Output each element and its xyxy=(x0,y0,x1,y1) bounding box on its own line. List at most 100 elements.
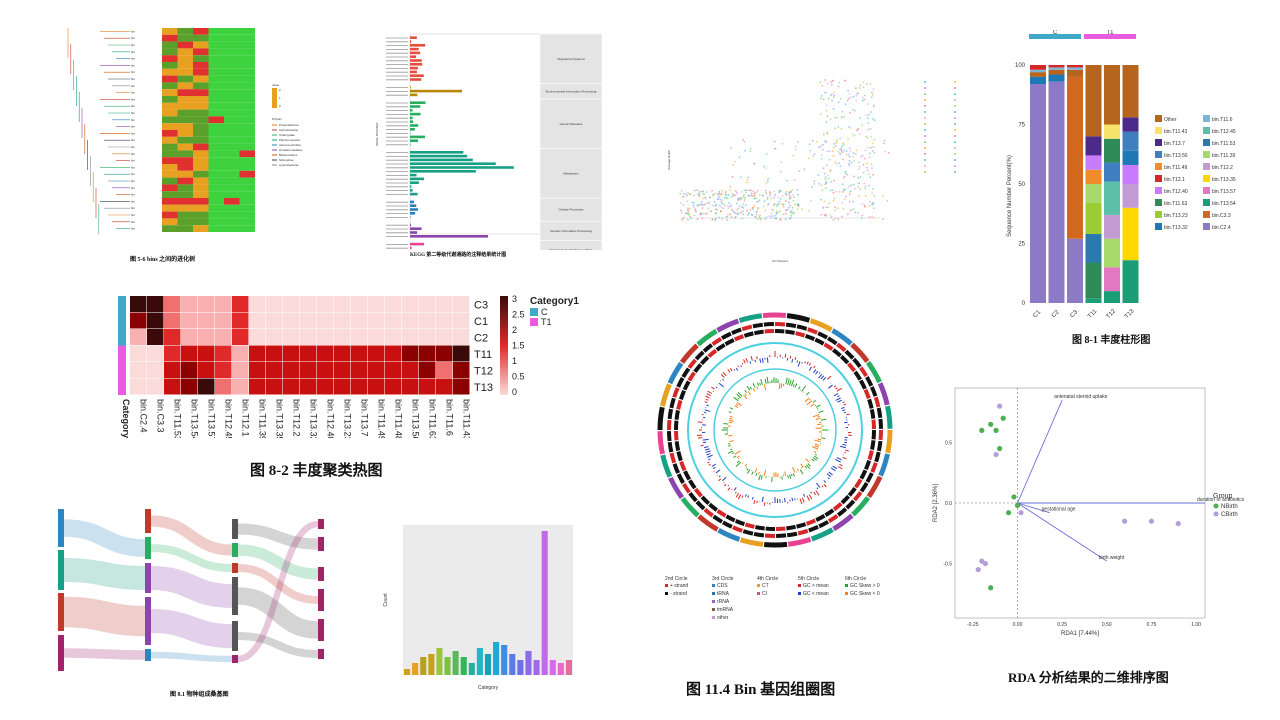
heat82-cell xyxy=(453,345,470,362)
gc-point xyxy=(694,189,696,192)
tree-tip-label: bin xyxy=(131,29,135,33)
gc-point xyxy=(833,94,836,97)
circos-gc-skew xyxy=(813,451,817,454)
gc-point xyxy=(886,199,889,202)
circos-strand-track xyxy=(708,502,718,512)
gc-point xyxy=(764,167,767,169)
heat82-cell xyxy=(198,296,215,312)
gc-point xyxy=(724,204,726,207)
gc-point xyxy=(788,194,791,197)
circos-legend-swatch xyxy=(798,592,801,595)
circos-gc-content xyxy=(827,477,830,480)
gc-point xyxy=(841,191,844,193)
circos-contig-segment xyxy=(832,513,854,532)
gc-point xyxy=(740,191,743,193)
sankey-node xyxy=(145,509,151,533)
gc-point xyxy=(822,98,825,101)
heatmap-cell xyxy=(162,170,178,178)
gc-point xyxy=(835,162,838,165)
heat82-cell xyxy=(215,345,232,362)
gc-point xyxy=(788,193,790,196)
catbar-bar xyxy=(444,657,451,675)
circos-gc-skew xyxy=(728,444,731,447)
gc-point xyxy=(682,216,685,219)
circos-legend-swatch xyxy=(845,584,848,587)
gc-point xyxy=(840,150,843,153)
gc-point xyxy=(830,181,832,183)
gc-point xyxy=(737,207,740,210)
tree-tip-label: bin xyxy=(131,199,135,203)
heat82-cell xyxy=(215,329,232,345)
gc-point xyxy=(822,133,825,136)
heat82-col-label: bin.T11.53 xyxy=(173,399,183,438)
circos-gc-content xyxy=(703,441,707,444)
heatmap-cell xyxy=(193,198,209,205)
gc-point xyxy=(864,205,867,208)
heatmap-cell xyxy=(239,170,255,178)
circos-gc-content xyxy=(754,359,757,363)
circos-gc-content xyxy=(839,463,843,467)
gc-point xyxy=(861,124,864,127)
circos-legend-label: CDS xyxy=(717,583,728,589)
bar81-segment xyxy=(1085,203,1102,234)
kegg-bar xyxy=(410,70,417,74)
circos-gc-content xyxy=(842,401,845,404)
heat82-scale-tick: 1 xyxy=(512,356,517,366)
circos-gc-skew xyxy=(817,423,822,426)
gc-point xyxy=(781,142,784,145)
kegg-bar xyxy=(410,139,419,142)
heat82-cell xyxy=(436,378,453,395)
gc-point xyxy=(872,117,874,120)
gc-point xyxy=(794,203,796,206)
gc-legend-swatch xyxy=(954,111,956,113)
circos-strand-track xyxy=(674,441,681,451)
heatmap-cell xyxy=(177,198,193,205)
gc-point xyxy=(693,201,695,204)
circos-strand-track xyxy=(824,508,835,517)
bar81-legend-label: bin.T13.35 xyxy=(1212,177,1236,183)
circos-gc-skew xyxy=(787,378,790,385)
circos-contig-segment xyxy=(716,318,740,333)
circos-gc-content xyxy=(797,361,801,367)
bar81-legend-label: bin.T12.1 xyxy=(1164,177,1185,183)
heatmap-cell xyxy=(177,157,193,164)
heatmap-cell xyxy=(239,211,255,219)
gc-point xyxy=(769,193,772,195)
heatmap-cell xyxy=(193,48,209,56)
heat82-cell xyxy=(266,296,283,312)
circos-strand-track xyxy=(847,487,857,497)
circos-contig-segment xyxy=(668,476,685,500)
gc-point xyxy=(708,200,711,203)
gc-point xyxy=(873,151,876,154)
heat82-col-label: bin.T13.35 xyxy=(275,399,285,438)
circos-gc-content xyxy=(796,360,799,363)
heat82-cell xyxy=(419,296,436,312)
gc-point xyxy=(728,201,730,204)
heatmap-cell xyxy=(224,82,240,90)
heatmap-cell xyxy=(193,102,209,110)
heat82-row-label: T13 xyxy=(474,382,493,394)
gc-point xyxy=(836,207,839,210)
heatmap-cell xyxy=(162,102,178,110)
circos-strand-track xyxy=(667,431,672,442)
gc-point xyxy=(745,181,748,184)
gc-point xyxy=(712,204,715,207)
heat82-cell xyxy=(130,329,147,345)
heat82-cell xyxy=(419,329,436,345)
circos-gc-skew xyxy=(811,458,815,462)
heatmap-cell xyxy=(224,157,240,164)
circos-gc-content xyxy=(806,361,809,365)
gc-point xyxy=(825,213,827,216)
gc-point xyxy=(870,135,872,138)
circos-gc-skew xyxy=(812,414,820,418)
heat82-col-label: bin.T13.32 xyxy=(309,399,319,438)
circos-strand-track xyxy=(870,440,876,450)
heat82-cell xyxy=(249,296,266,312)
bar81-segment xyxy=(1067,238,1083,303)
heatmap-cell xyxy=(224,48,240,56)
heat82-cell xyxy=(283,362,300,378)
gc-point xyxy=(716,192,719,195)
heat82-col-label: bin.C3.3 xyxy=(156,399,166,433)
heatmap-cell xyxy=(239,136,255,144)
circos-panel: 2nd Circle 3rd Circle 4th Circle 5th Circle… xyxy=(640,300,910,670)
